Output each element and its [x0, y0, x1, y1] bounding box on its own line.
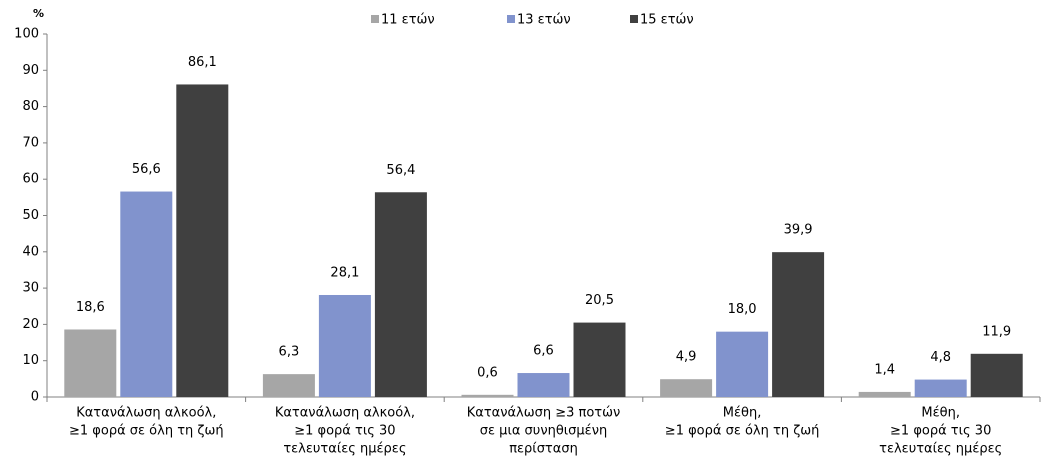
bar	[120, 191, 173, 397]
legend-swatch	[371, 15, 379, 23]
x-tick-label: Κατανάλωση αλκοόλ,	[275, 406, 415, 421]
x-tick-label: Μέθη,	[921, 406, 960, 421]
bar	[64, 329, 117, 397]
legend-label: 15 ετών	[640, 13, 694, 28]
value-label: 4,9	[676, 350, 697, 365]
y-axis-label: %	[33, 7, 44, 20]
value-label: 56,6	[132, 162, 161, 177]
x-tick-label: Μέθη,	[723, 406, 762, 421]
value-label: 4,8	[930, 350, 951, 365]
y-tick-label: 60	[22, 172, 39, 187]
bar	[660, 379, 713, 397]
legend-label: 13 ετών	[517, 13, 571, 28]
y-tick-label: 90	[22, 63, 39, 78]
legend-swatch	[507, 15, 515, 23]
legend-label: 11 ετών	[381, 13, 435, 28]
y-tick-label: 10	[22, 353, 39, 368]
value-label: 20,5	[585, 293, 614, 308]
bar	[517, 373, 570, 397]
value-label: 18,6	[76, 300, 105, 315]
value-label: 0,6	[477, 365, 498, 380]
value-label: 1,4	[874, 362, 895, 377]
bar	[914, 379, 967, 397]
x-tick-label: σε μια συνηθισμένη	[480, 424, 607, 439]
x-tick-label: Κατανάλωση ≥3 ποτών	[467, 406, 621, 421]
bar	[573, 322, 626, 397]
x-tick-label: Κατανάλωση αλκοόλ,	[76, 406, 216, 421]
x-tick-label: ≥1 φορά τις 30	[890, 424, 991, 439]
value-label: 39,9	[784, 223, 813, 238]
x-tick-label: περίσταση	[509, 442, 578, 457]
bar	[318, 294, 371, 397]
y-tick-label: 70	[22, 135, 39, 150]
y-tick-label: 40	[22, 244, 39, 259]
value-label: 6,6	[533, 344, 554, 359]
y-tick-label: 0	[31, 390, 39, 405]
y-tick-label: 100	[14, 27, 39, 42]
value-label: 11,9	[982, 324, 1011, 339]
value-label: 86,1	[188, 55, 217, 70]
bar	[176, 84, 229, 397]
y-tick-label: 80	[22, 99, 39, 114]
y-tick-label: 30	[22, 281, 39, 296]
x-tick-label: ≥1 φορά σε όλη τη ζωή	[665, 424, 820, 439]
value-label: 6,3	[279, 345, 300, 360]
y-tick-label: 50	[22, 208, 39, 223]
bar	[262, 374, 315, 397]
legend-swatch	[630, 15, 638, 23]
x-tick-label: τελευταίες ημέρες	[879, 442, 1002, 457]
value-label: 18,0	[728, 302, 757, 317]
bar	[461, 394, 514, 397]
bar	[858, 391, 911, 397]
bar	[716, 331, 769, 397]
x-tick-label: ≥1 φορά σε όλη τη ζωή	[69, 424, 224, 439]
y-tick-label: 20	[22, 317, 39, 332]
value-label: 28,1	[330, 265, 359, 280]
bar	[772, 252, 825, 397]
bar	[970, 353, 1023, 397]
bar	[374, 192, 427, 397]
x-tick-label: ≥1 φορά τις 30	[294, 424, 395, 439]
value-label: 56,4	[386, 163, 415, 178]
x-tick-label: τελευταίες ημέρες	[283, 442, 406, 457]
